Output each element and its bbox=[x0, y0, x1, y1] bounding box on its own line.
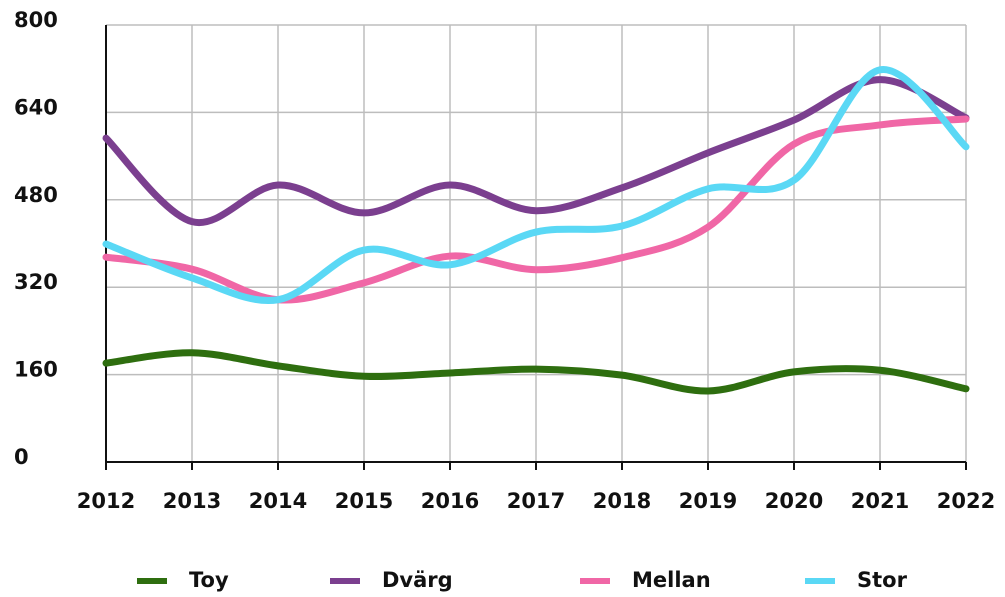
legend-label: Toy bbox=[189, 568, 229, 592]
x-tick-label: 2013 bbox=[163, 489, 221, 513]
x-tick-label: 2020 bbox=[765, 489, 823, 513]
x-tick-label: 2021 bbox=[851, 489, 909, 513]
line bbox=[102, 349, 970, 395]
x-tick-label: 2012 bbox=[77, 489, 135, 513]
line bbox=[102, 76, 970, 227]
x-tick-label: 2016 bbox=[421, 489, 479, 513]
x-tick-label: 2018 bbox=[593, 489, 651, 513]
x-tick-label: 2015 bbox=[335, 489, 393, 513]
y-tick-label: 640 bbox=[14, 95, 58, 119]
y-tick-label: 160 bbox=[14, 358, 58, 382]
y-tick-label: 800 bbox=[14, 8, 58, 32]
x-tick-label: 2019 bbox=[679, 489, 737, 513]
x-tick-label: 2017 bbox=[507, 489, 565, 513]
legend-label: Stor bbox=[857, 568, 908, 592]
y-tick-label: 320 bbox=[14, 270, 58, 294]
y-tick-label: 480 bbox=[14, 183, 58, 207]
legend-label: Dvärg bbox=[382, 568, 453, 592]
x-tick-label: 2022 bbox=[937, 489, 995, 513]
x-tick-label: 2014 bbox=[249, 489, 307, 513]
line bbox=[102, 115, 970, 304]
line bbox=[102, 66, 970, 305]
y-tick-label: 0 bbox=[14, 445, 29, 469]
legend-label: Mellan bbox=[632, 568, 711, 592]
